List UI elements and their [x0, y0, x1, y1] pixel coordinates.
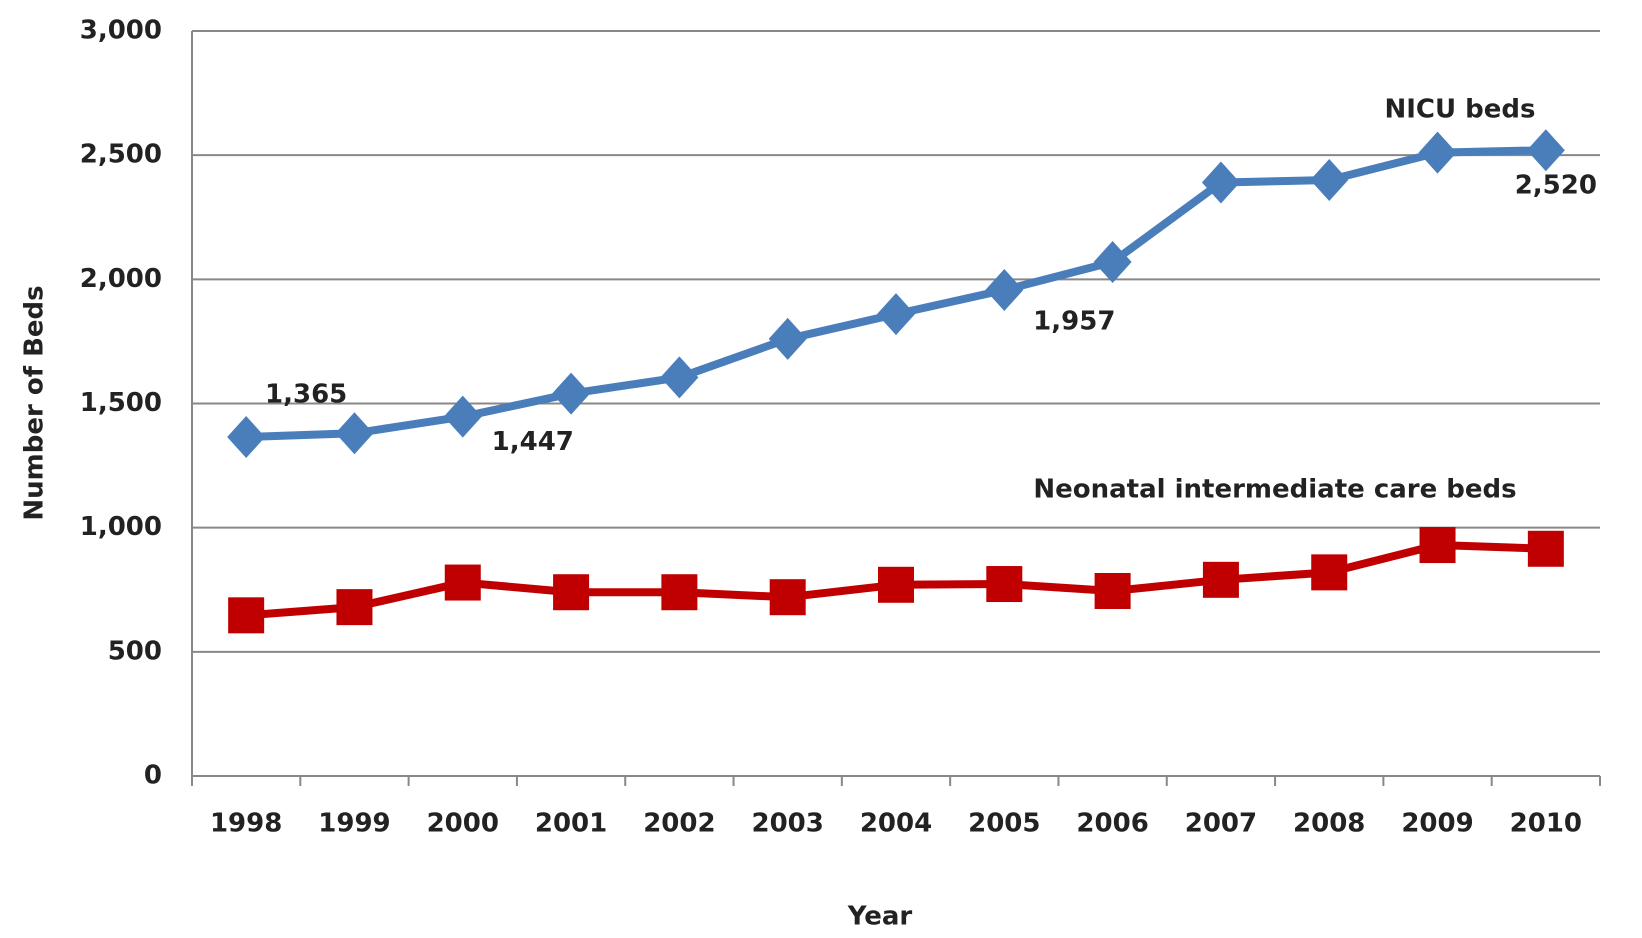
marker	[769, 579, 806, 616]
x-tick-label: 2005	[968, 809, 1040, 839]
x-axis-title: Year	[847, 902, 913, 932]
marker	[878, 566, 914, 603]
x-tick-label: 2006	[1076, 809, 1148, 839]
x-tick-label: 1999	[318, 809, 390, 839]
marker	[1311, 554, 1348, 591]
marker	[1419, 527, 1456, 564]
y-tick-label: 1,500	[80, 388, 162, 418]
y-tick-label: 1,000	[80, 512, 162, 542]
marker	[661, 574, 698, 611]
x-tick-label: 2008	[1293, 809, 1365, 839]
marker	[1310, 159, 1349, 201]
x-tick-label: 2000	[427, 809, 499, 839]
marker	[986, 566, 1023, 603]
marker	[227, 416, 266, 459]
marker	[877, 293, 915, 336]
marker	[1093, 240, 1132, 283]
marker	[1201, 161, 1240, 204]
series-label: NICU beds	[1384, 95, 1535, 125]
x-tick-label: 2001	[535, 809, 607, 839]
marker	[1527, 530, 1564, 567]
marker	[768, 317, 807, 360]
data-label: 1,447	[492, 427, 574, 457]
marker	[1202, 561, 1239, 598]
x-tick-label: 2003	[752, 809, 824, 839]
marker	[553, 574, 590, 611]
y-tick-label: 3,000	[80, 16, 162, 46]
marker	[228, 597, 265, 634]
x-tick-label: 2002	[643, 809, 715, 839]
data-label: 1,957	[1033, 307, 1115, 337]
data-label: 1,365	[265, 380, 347, 410]
marker	[336, 589, 373, 626]
x-tick-label: 2010	[1510, 809, 1582, 839]
x-tick-label: 2009	[1401, 809, 1473, 839]
marker	[1418, 131, 1457, 174]
y-axis-title: Number of Beds	[20, 285, 50, 520]
series-label: Neonatal intermediate care beds	[1033, 475, 1516, 505]
y-tick-label: 0	[144, 761, 162, 791]
marker	[444, 564, 481, 601]
marker	[660, 356, 699, 399]
marker	[985, 269, 1024, 312]
x-tick-label: 1998	[210, 809, 282, 839]
marker	[443, 395, 482, 438]
x-tick-label: 2007	[1185, 809, 1257, 839]
x-tick-label: 2004	[860, 809, 932, 839]
y-tick-label: 500	[108, 636, 162, 666]
y-tick-label: 2,500	[80, 140, 162, 170]
marker	[552, 372, 591, 415]
data-label: 2,520	[1515, 171, 1597, 201]
marker	[1094, 572, 1131, 609]
marker	[335, 412, 374, 455]
marker	[1526, 129, 1565, 172]
y-tick-label: 2,000	[80, 264, 162, 294]
